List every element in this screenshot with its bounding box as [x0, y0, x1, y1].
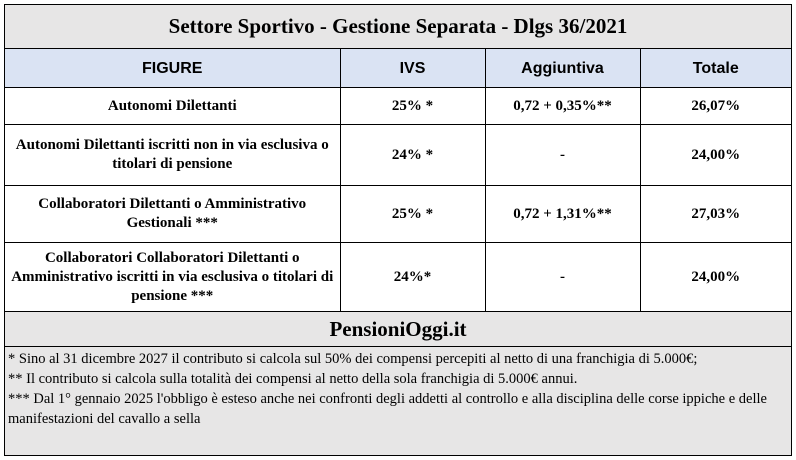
note: * Sino al 31 dicembre 2027 il contributo…: [8, 351, 698, 367]
table-cell: 26,07%: [639, 87, 791, 125]
table-cell: Collaboratori Collaboratori Dilettanti o…: [5, 242, 341, 312]
table-cell: 24,00%: [639, 124, 791, 186]
table-card: Settore Sportivo - Gestione Separata - D…: [4, 4, 792, 456]
title: Settore Sportivo - Gestione Separata - D…: [5, 5, 791, 49]
notes: * Sino al 31 dicembre 2027 il contributo…: [5, 347, 791, 455]
table-cell: 24,00%: [639, 242, 791, 312]
table-cell: -: [484, 242, 641, 312]
table-cell: 24% *: [339, 124, 486, 186]
table-cell: Collaboratori Dilettanti o Amministrativ…: [5, 185, 341, 243]
table-cell: 24%*: [339, 242, 486, 312]
table-row: Autonomi Dilettanti iscritti non in via …: [5, 124, 791, 186]
header-row: FIGURE IVS Aggiuntiva Totale: [5, 49, 791, 88]
header-cell: FIGURE: [5, 49, 341, 88]
note: *** Dal 1° gennaio 2025 l'obbligo è este…: [8, 391, 767, 427]
table-cell: Autonomi Dilettanti: [5, 87, 341, 125]
rates-table: FIGURE IVS Aggiuntiva Totale Autonomi Di…: [5, 49, 791, 312]
header-cell: Aggiuntiva: [484, 49, 641, 88]
note: ** Il contributo si calcola sulla totali…: [8, 371, 578, 387]
table-row: Collaboratori Dilettanti o Amministrativ…: [5, 185, 791, 243]
header-cell: IVS: [339, 49, 486, 88]
brand: PensioniOggi.it: [5, 312, 791, 347]
table-cell: 25% *: [339, 185, 486, 243]
table-cell: Autonomi Dilettanti iscritti non in via …: [5, 124, 341, 186]
table-cell: -: [484, 124, 641, 186]
table-cell: 0,72 + 1,31%**: [484, 185, 641, 243]
table-cell: 27,03%: [639, 185, 791, 243]
table-row: Collaboratori Collaboratori Dilettanti o…: [5, 242, 791, 312]
table-cell: 25% *: [339, 87, 486, 125]
table-cell: 0,72 + 0,35%**: [484, 87, 641, 125]
table-row: Autonomi Dilettanti 25% * 0,72 + 0,35%** 26…: [5, 87, 791, 125]
header-cell: Totale: [639, 49, 791, 88]
